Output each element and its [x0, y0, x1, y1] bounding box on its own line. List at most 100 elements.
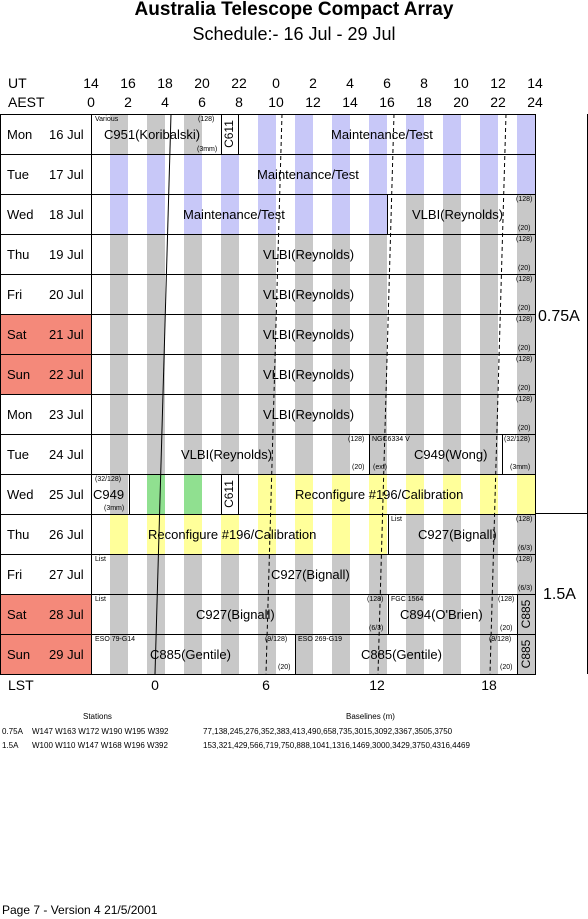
label-128: (128)	[498, 596, 515, 603]
aest-tick-label: 2	[124, 94, 132, 110]
day-name: Tue	[7, 167, 29, 182]
time-stripe	[479, 595, 498, 634]
c927-block: C927(Bignall)	[196, 607, 275, 622]
time-stripe	[368, 395, 387, 434]
label-eso269-g19: ESO 269-G19	[298, 636, 342, 643]
time-stripe	[331, 115, 350, 154]
time-stripe	[368, 235, 387, 274]
time-stripe	[479, 355, 498, 394]
time-stripe	[183, 275, 202, 314]
row-line	[0, 514, 536, 515]
vlbi-block: VLBI(Reynolds)	[263, 367, 355, 382]
time-stripe	[183, 235, 202, 274]
time-stripe	[368, 155, 387, 194]
label-list: List	[95, 596, 106, 603]
c885-block: C885	[519, 599, 533, 629]
divider	[221, 114, 222, 154]
label-20: (20)	[518, 425, 531, 432]
time-stripe	[257, 395, 276, 434]
time-stripe	[257, 435, 276, 474]
aest-tick-label: 10	[268, 94, 284, 110]
day-date: 18 Jul	[49, 207, 84, 222]
ut-tick-label: 22	[231, 75, 247, 91]
divider	[517, 634, 518, 674]
time-stripe	[294, 435, 313, 474]
divider	[388, 514, 389, 554]
time-stripe	[109, 595, 128, 634]
aest-tick-label: 12	[305, 94, 321, 110]
maintenance-block: Maintenance/Test	[331, 127, 433, 142]
time-stripe	[442, 195, 461, 234]
time-stripe	[183, 555, 202, 594]
c894-block: C894(O'Brien)	[400, 607, 483, 622]
day-date: 25 Jul	[49, 487, 84, 502]
c927-block: C927(Bignall)	[271, 567, 350, 582]
time-stripe	[331, 235, 350, 274]
time-stripe	[183, 515, 202, 554]
row-line	[0, 434, 536, 435]
time-stripe	[405, 315, 424, 354]
ut-tick-label: 2	[309, 75, 317, 91]
time-stripe	[368, 315, 387, 354]
weekend-cell	[1, 315, 91, 354]
time-stripe	[146, 195, 165, 234]
label-128: (128)	[367, 596, 384, 603]
time-stripe	[331, 435, 350, 474]
time-stripe	[220, 355, 239, 394]
time-stripe	[257, 155, 276, 194]
time-stripe	[257, 115, 276, 154]
time-stripe	[516, 115, 535, 154]
config-row-cfg: 1.5A	[2, 741, 19, 750]
time-stripe	[257, 555, 276, 594]
time-stripe	[146, 155, 165, 194]
time-stripe	[109, 275, 128, 314]
lst-tick-label: 18	[481, 677, 497, 693]
label-ngc6334: NGC6334 V	[372, 436, 410, 443]
time-stripe	[294, 595, 313, 634]
divider	[387, 194, 388, 234]
time-stripe	[516, 395, 535, 434]
config-row-stations: W100 W110 W147 W168 W196 W392	[32, 741, 168, 750]
time-stripe	[183, 155, 202, 194]
time-stripe	[516, 235, 535, 274]
time-stripe	[146, 595, 165, 634]
time-stripe	[146, 355, 165, 394]
stations-heading: Stations	[83, 712, 112, 721]
label-20: (20)	[518, 305, 531, 312]
time-stripe	[368, 635, 387, 674]
aest-tick-label: 0	[87, 94, 95, 110]
time-stripe	[294, 555, 313, 594]
time-stripe	[442, 275, 461, 314]
time-stripe	[294, 315, 313, 354]
time-stripe	[516, 355, 535, 394]
time-stripe	[368, 595, 387, 634]
time-stripe	[257, 195, 276, 234]
day-name: Sun	[7, 367, 31, 382]
time-stripe	[405, 195, 424, 234]
time-stripe	[257, 235, 276, 274]
ut-tick-label: 10	[453, 75, 469, 91]
time-stripe	[220, 555, 239, 594]
divider	[129, 474, 130, 514]
label-20: (20)	[518, 345, 531, 352]
label-20: (20)	[518, 265, 531, 272]
time-stripe	[331, 475, 350, 514]
day-date: 20 Jul	[49, 287, 84, 302]
config-row-stations: W147 W163 W172 W190 W195 W392	[32, 727, 169, 736]
label-3mm: (3mm)	[510, 464, 531, 471]
time-stripe	[442, 155, 461, 194]
time-stripe	[220, 395, 239, 434]
time-stripe	[331, 275, 350, 314]
maintenance-block: Maintenance/Test	[183, 207, 285, 222]
row-line	[0, 394, 536, 395]
time-stripe	[405, 555, 424, 594]
c885-gentile-block: C885(Gentile)	[361, 647, 442, 662]
day-date: 23 Jul	[49, 407, 84, 422]
time-stripe	[479, 155, 498, 194]
day-name: Thu	[7, 247, 30, 262]
time-stripe	[368, 195, 387, 234]
day-name: Mon	[7, 407, 33, 422]
lst-label: LST	[8, 677, 34, 693]
time-stripe	[109, 435, 128, 474]
